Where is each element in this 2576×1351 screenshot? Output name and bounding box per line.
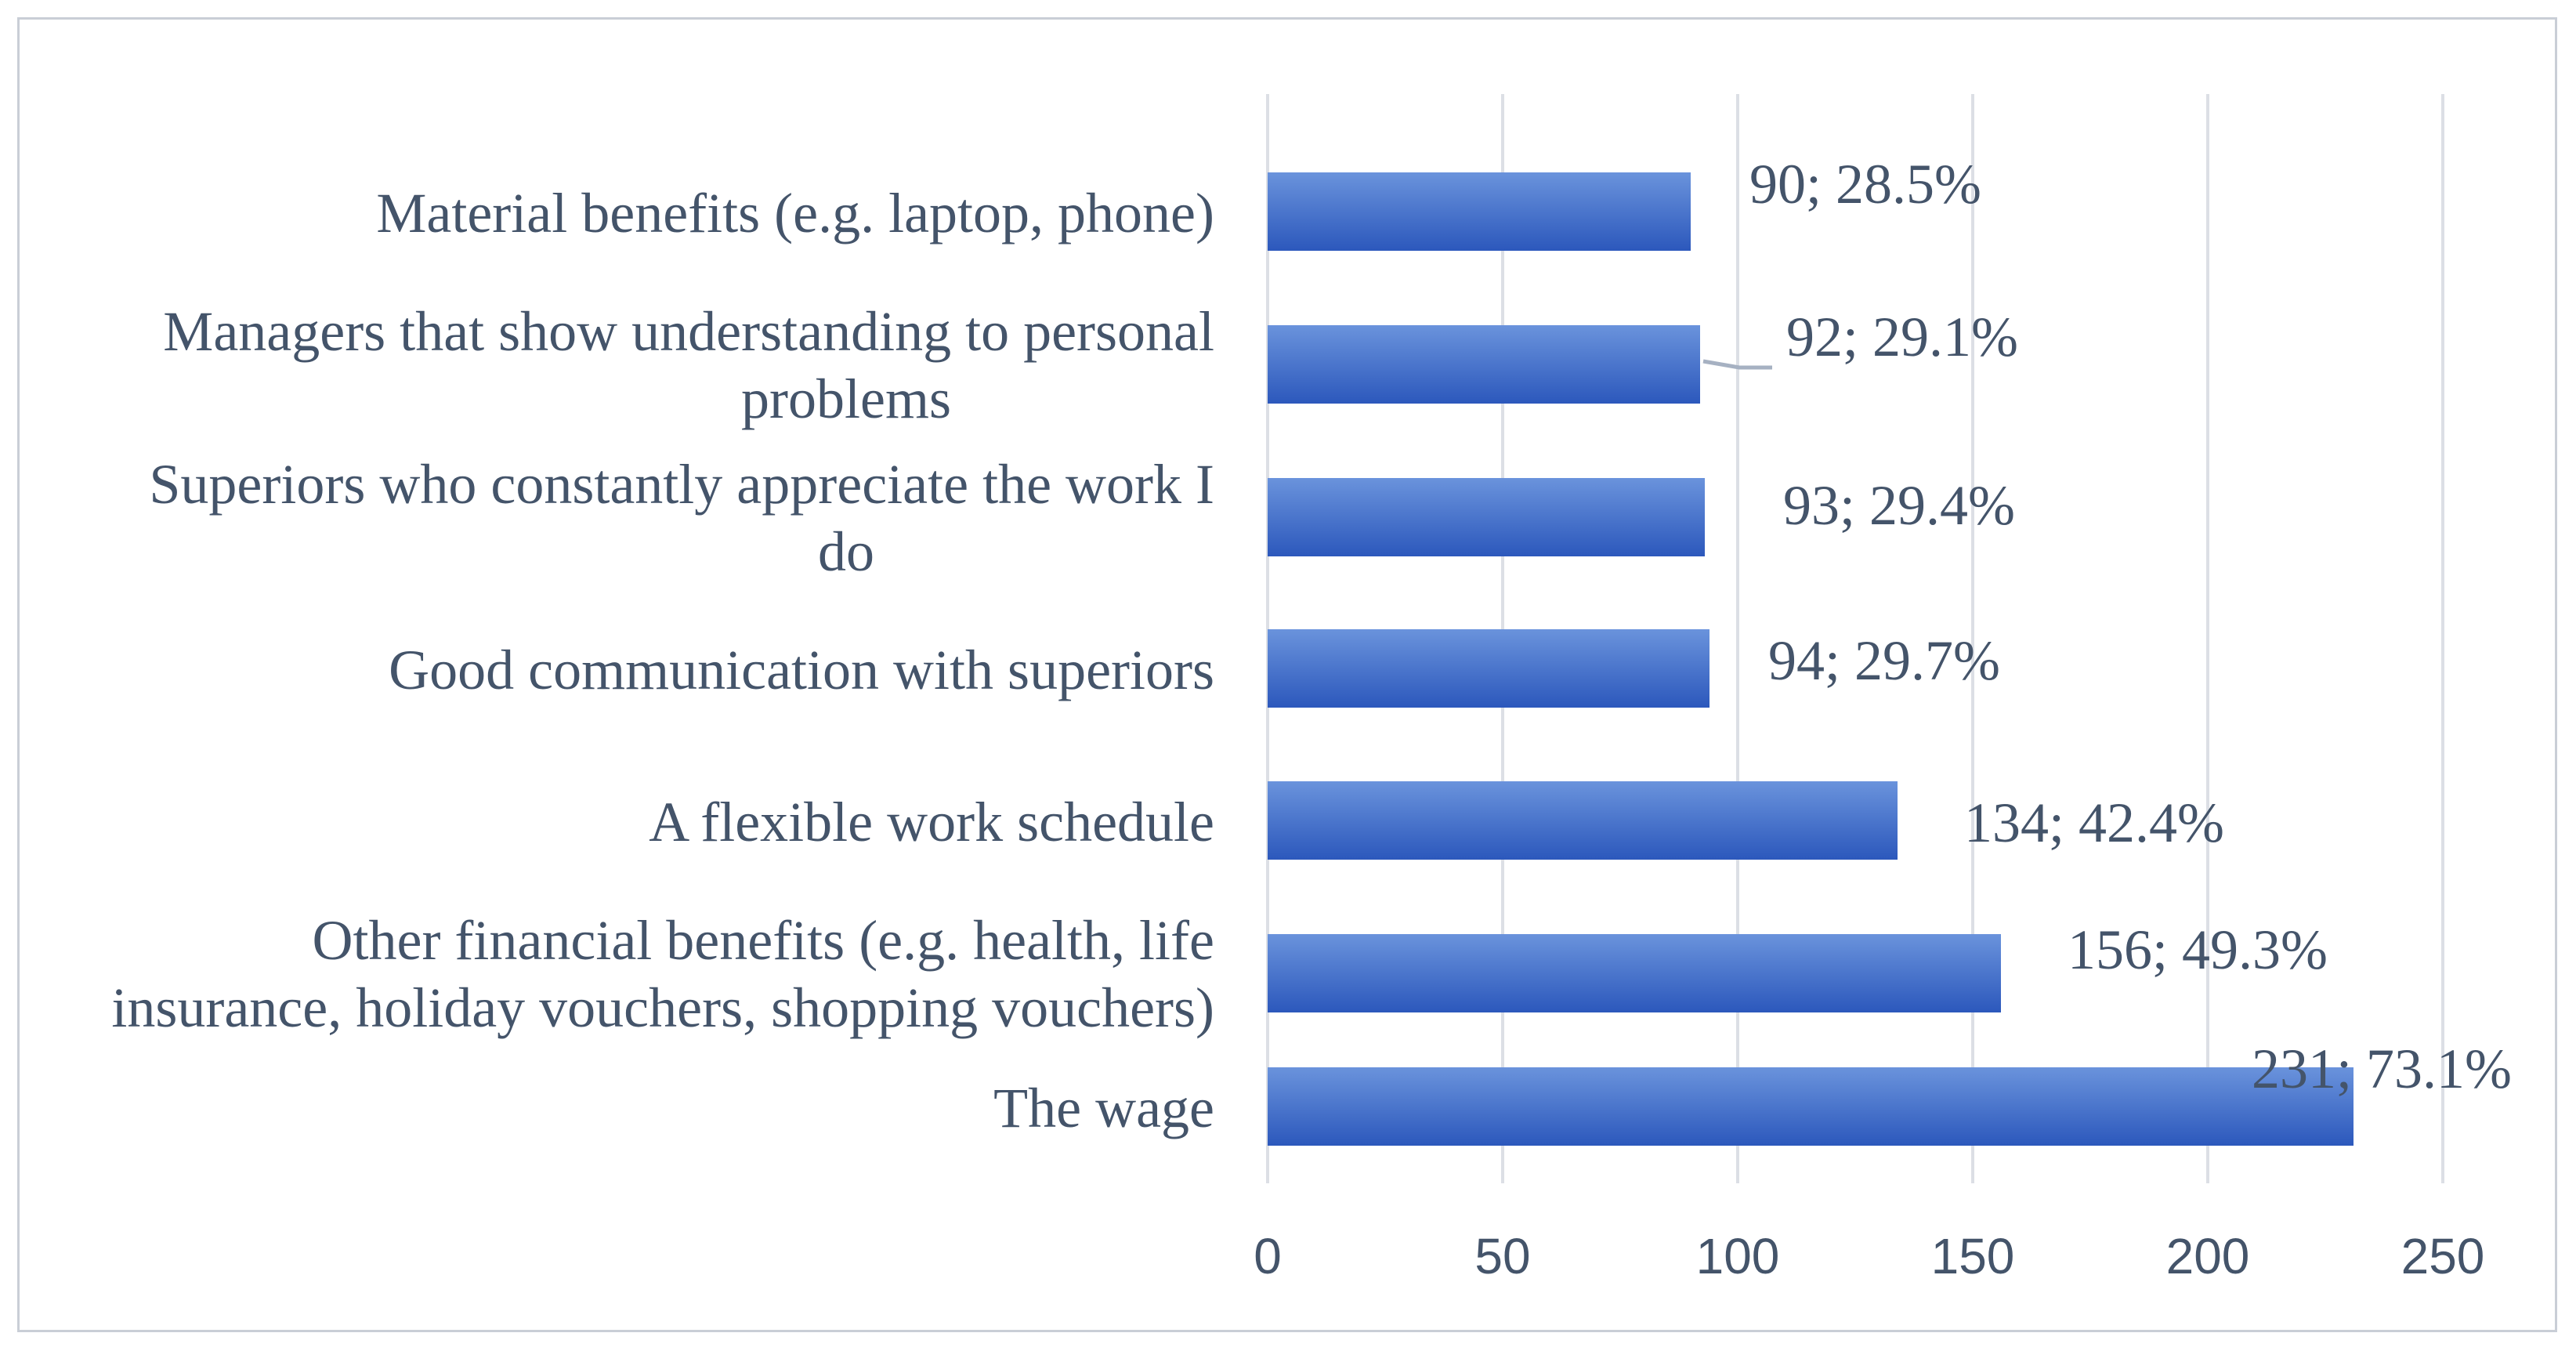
data-label: 90; 28.5%	[1749, 153, 1981, 216]
category-label-line-1: Other financial benefits (e.g. health, l…	[312, 909, 1214, 972]
data-label: 93; 29.4%	[1783, 474, 2015, 537]
bars	[1268, 172, 2353, 1146]
data-label: 231; 73.1%	[2252, 1038, 2512, 1100]
x-tick-label: 50	[1474, 1228, 1530, 1284]
x-tick-label: 200	[2166, 1228, 2250, 1284]
category-label-line-1: Managers that show understanding to pers…	[163, 300, 1214, 363]
bar-chart: 231; 73.1% 156; 49.3% 134; 42.4% 94; 29.7% 9…	[111, 94, 2512, 1284]
x-axis-tick-labels: 0 50 100 150 200 250	[1254, 1228, 2484, 1284]
category-label-line-2: insurance, holiday vouchers, shopping vo…	[111, 976, 1214, 1039]
leader-line	[1702, 359, 1772, 370]
leader-lines	[1702, 359, 1772, 370]
data-label: 94; 29.7%	[1768, 629, 2000, 692]
bar	[1268, 629, 1709, 708]
bar	[1268, 172, 1691, 251]
x-tick-label: 0	[1254, 1228, 1282, 1284]
data-label: 156; 49.3%	[2068, 918, 2328, 981]
bar	[1268, 934, 2001, 1012]
bar	[1268, 325, 1700, 404]
data-label: 92; 29.1%	[1786, 306, 2018, 368]
bar	[1268, 1067, 2353, 1146]
data-label: 134; 42.4%	[1964, 791, 2224, 854]
x-tick-label: 250	[2401, 1228, 2485, 1284]
category-label: Material benefits (e.g. laptop, phone)	[376, 182, 1214, 244]
category-label-line-2: do	[818, 520, 874, 583]
category-label: Good communication with superiors	[389, 639, 1214, 701]
category-label: A flexible work schedule	[649, 791, 1214, 853]
chart-frame: 231; 73.1% 156; 49.3% 134; 42.4% 94; 29.7% 9…	[17, 17, 2557, 1332]
data-labels: 231; 73.1% 156; 49.3% 134; 42.4% 94; 29.7% 9…	[1749, 153, 2512, 1100]
category-labels: The wage Other financial benefits (e.g. h…	[111, 182, 1214, 1139]
x-tick-label: 100	[1696, 1228, 1780, 1284]
category-label-line-2: problems	[741, 368, 951, 430]
category-label-line-1: Superiors who constantly appreciate the …	[149, 453, 1214, 516]
category-label: The wage	[993, 1077, 1214, 1139]
bar	[1268, 478, 1705, 556]
x-tick-label: 150	[1931, 1228, 2015, 1284]
bar	[1268, 781, 1898, 860]
